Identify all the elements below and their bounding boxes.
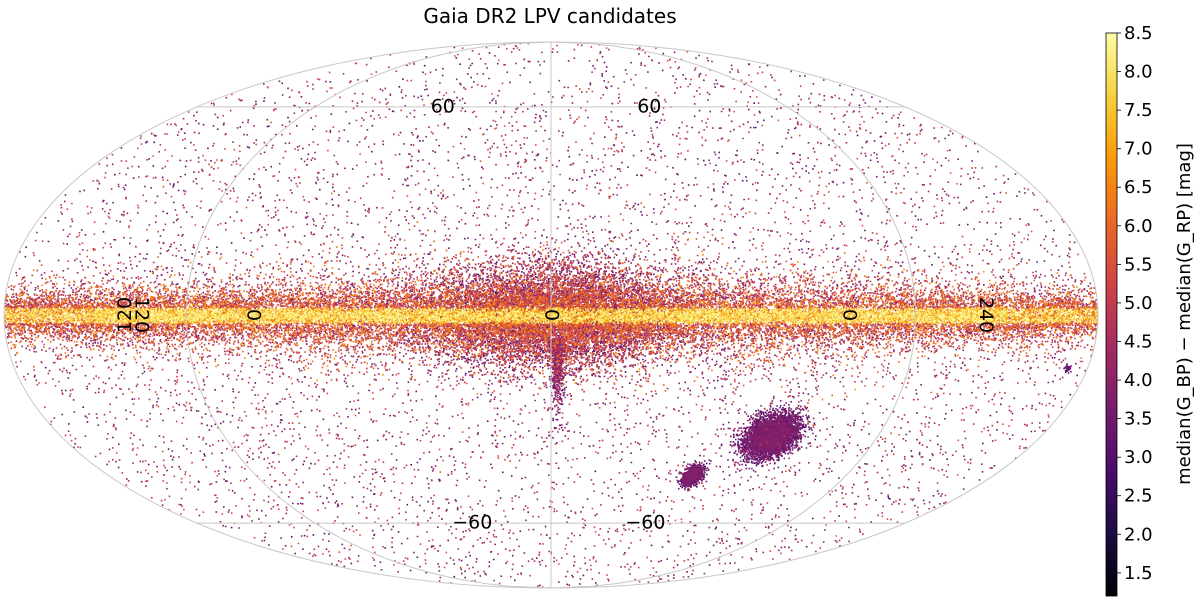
graticule-label: −60 [452, 512, 492, 534]
colorbar-tick-label: 3.5 [1124, 409, 1153, 430]
chart-title: Gaia DR2 LPV candidates [423, 4, 677, 28]
colorbar-gradient [1105, 32, 1118, 597]
graticule-label: 60 [431, 95, 455, 117]
graticule-label: 120 [114, 297, 136, 333]
map-border [3, 41, 1099, 589]
colorbar-tick-label: 2.5 [1124, 486, 1153, 507]
data-point-group [5, 303, 1098, 329]
colorbar-tick-label: 2.0 [1124, 524, 1153, 545]
colorbar: 1.5 2.0 2.5 3.0 3.5 4.0 4.5 5.0 5.5 6.0 6.5 7.0 7.5 8… [1105, 23, 1195, 597]
graticule-label: 0 [838, 309, 860, 321]
colorbar-tick-label: 8.0 [1124, 62, 1153, 83]
graticule-label: 60 [637, 95, 661, 117]
graticule-label: 240 [975, 297, 997, 333]
graticule-label: 0 [243, 309, 265, 321]
graticule-label: 120 [130, 297, 152, 333]
colorbar-tick-label: 5.0 [1124, 293, 1153, 314]
colorbar-tick-label: 8.5 [1124, 23, 1153, 44]
colorbar-label: median(G_BP) − median(G_RP) [mag] [1174, 143, 1195, 485]
graticule [3, 41, 1099, 589]
data-point-group [5, 303, 1098, 332]
data-points [4, 42, 1098, 588]
colorbar-tick-label: 6.0 [1124, 216, 1153, 237]
colorbar-tick-label: 4.5 [1124, 332, 1153, 353]
colorbar-tick-label: 7.5 [1124, 100, 1153, 121]
colorbar-tick-label: 3.0 [1124, 447, 1153, 468]
graticule-label: −60 [625, 512, 665, 534]
colorbar-tick-label: 4.0 [1124, 370, 1153, 391]
graticule-label: 0 [541, 309, 563, 321]
colorbar-tick-label: 7.0 [1124, 139, 1153, 160]
colorbar-tick-label: 6.5 [1124, 177, 1153, 198]
colorbar-tick-label: 1.5 [1124, 563, 1153, 584]
colorbar-tick-label: 5.5 [1124, 254, 1153, 275]
data-point-group [5, 44, 1098, 584]
